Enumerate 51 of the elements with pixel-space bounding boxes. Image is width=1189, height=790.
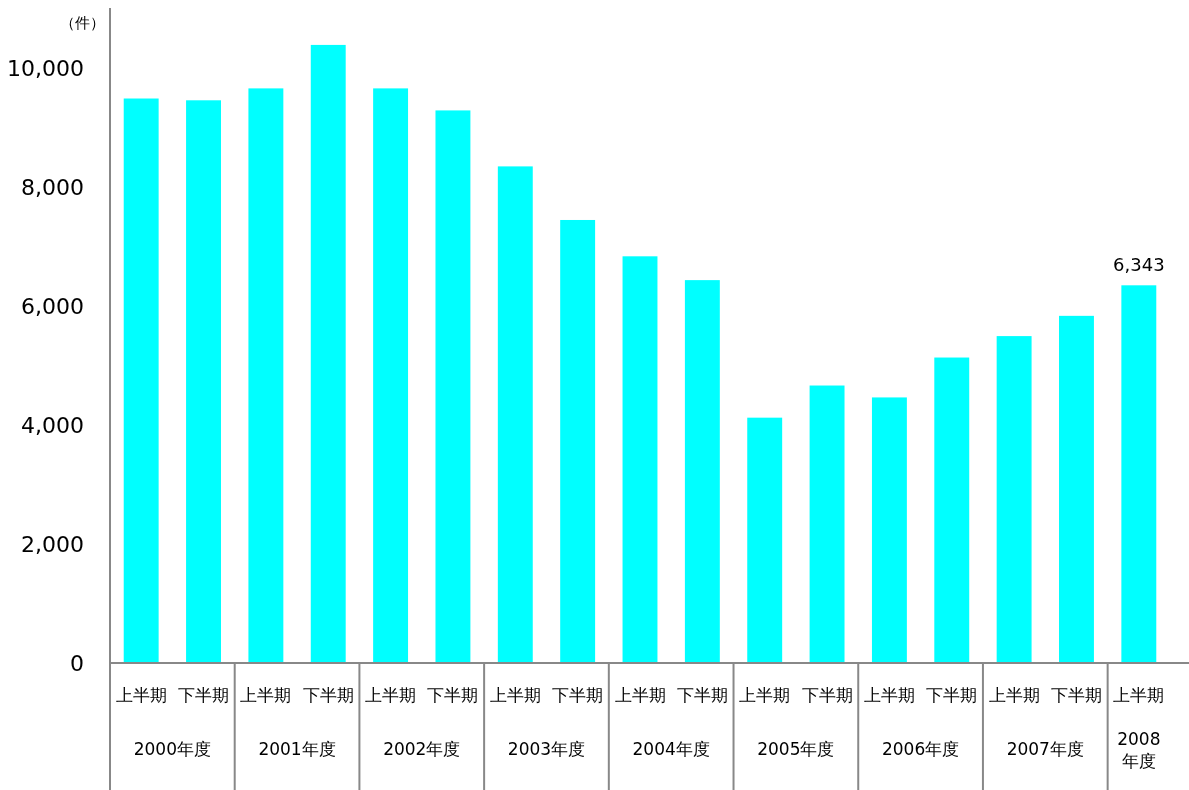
- x-tick-label: 下半期: [302, 685, 354, 705]
- bar: [310, 44, 346, 663]
- y-axis-title: （件）: [59, 14, 105, 32]
- text: 2008年度: [1117, 729, 1161, 771]
- y-tick-label: 8,000: [21, 174, 84, 200]
- x-tick-label: 上半期: [614, 685, 666, 705]
- x-tick-label: 下半期: [1050, 685, 1102, 705]
- x-tick-label: 下半期: [178, 685, 230, 705]
- x-tick-label: 上半期: [115, 685, 167, 705]
- y-tick-label: 0: [70, 651, 84, 676]
- x-tick-label: 上半期: [1113, 685, 1165, 705]
- x-tick-label: 下半期: [427, 685, 479, 705]
- bar: [871, 397, 907, 663]
- x-tick-label: 下半期: [676, 685, 728, 705]
- x-tick-label: 上半期: [240, 685, 292, 705]
- x-tick-label: 上半期: [863, 685, 915, 705]
- text: 2003年度: [507, 739, 586, 759]
- text: 2007年度: [1006, 739, 1084, 759]
- y-tick-label: 2,000: [21, 531, 84, 557]
- bar: [373, 88, 409, 663]
- bar: [560, 219, 596, 663]
- text: 2002年度: [383, 739, 461, 759]
- data-label: 6,343: [1113, 254, 1165, 276]
- bar: [996, 336, 1032, 663]
- bar: [809, 385, 845, 663]
- text: 2001年度: [258, 739, 336, 759]
- text: 2004年度: [632, 739, 710, 759]
- bar: [622, 256, 658, 663]
- y-tick-label: 4,000: [21, 412, 84, 438]
- text: 2006年度: [881, 739, 960, 759]
- bar: [1059, 315, 1094, 663]
- bar: [684, 280, 720, 663]
- x-tick-label: 下半期: [801, 685, 853, 705]
- bar: [186, 100, 221, 663]
- y-tick-label: 10,000: [7, 55, 84, 81]
- text: 2005年度: [757, 739, 835, 759]
- x-tick-label: 上半期: [489, 685, 541, 705]
- bar: [1121, 285, 1157, 663]
- bar: [747, 417, 783, 663]
- text: 2000年度: [133, 739, 211, 759]
- bar: [123, 98, 159, 663]
- bar: [248, 88, 284, 663]
- y-tick-label: 6,000: [21, 293, 84, 319]
- x-tick-label: 上半期: [739, 685, 791, 705]
- x-tick-label: 上半期: [988, 685, 1040, 705]
- bar: [497, 166, 533, 663]
- x-tick-label: 下半期: [552, 685, 604, 705]
- x-tick-label: 下半期: [926, 685, 978, 705]
- bar: [934, 357, 970, 663]
- bar: [435, 110, 471, 663]
- x-tick-label: 上半期: [365, 685, 417, 705]
